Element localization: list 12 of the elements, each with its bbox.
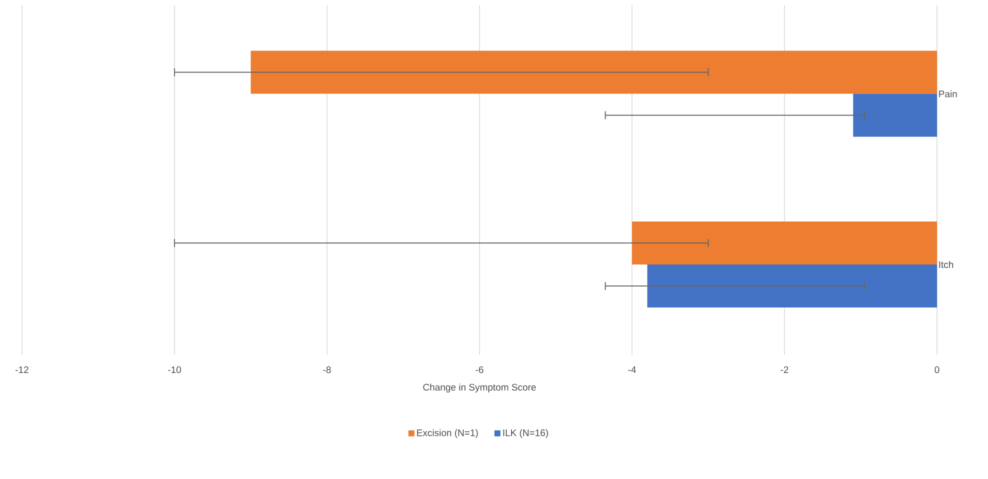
x-tick-label: -6 <box>476 366 484 374</box>
x-tick-label: -8 <box>323 366 331 374</box>
y-tick-label: Pain <box>939 90 957 98</box>
x-tick-label: -12 <box>16 366 28 374</box>
x-axis-title: Change in Symptom Score <box>423 384 536 392</box>
x-tick-label: -4 <box>628 366 636 373</box>
x-tick-label: -2 <box>780 366 788 374</box>
x-tick-label: 0 <box>934 366 940 374</box>
y-tick-label: Itch <box>939 261 954 268</box>
legend-label: ILK (N=16) <box>503 429 548 438</box>
legend-label: Excision (N=1) <box>417 429 478 438</box>
x-tick-label: -10 <box>168 366 181 374</box>
